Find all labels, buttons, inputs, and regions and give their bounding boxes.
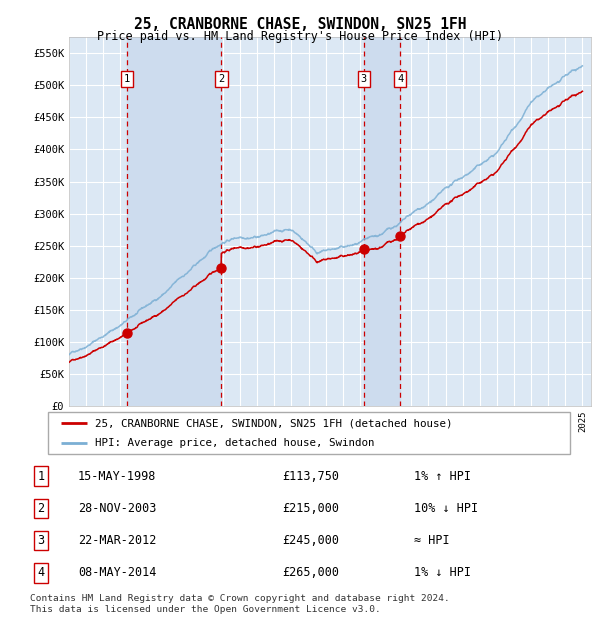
Text: 25, CRANBORNE CHASE, SWINDON, SN25 1FH: 25, CRANBORNE CHASE, SWINDON, SN25 1FH (134, 17, 466, 32)
Text: 22-MAR-2012: 22-MAR-2012 (78, 534, 157, 547)
Text: 2: 2 (37, 502, 44, 515)
Text: Price paid vs. HM Land Registry's House Price Index (HPI): Price paid vs. HM Land Registry's House … (97, 30, 503, 43)
Text: HPI: Average price, detached house, Swindon: HPI: Average price, detached house, Swin… (95, 438, 374, 448)
Text: 10% ↓ HPI: 10% ↓ HPI (414, 502, 478, 515)
Text: Contains HM Land Registry data © Crown copyright and database right 2024.
This d: Contains HM Land Registry data © Crown c… (30, 595, 450, 614)
Text: £265,000: £265,000 (282, 567, 339, 579)
Text: 1% ↑ HPI: 1% ↑ HPI (414, 470, 471, 482)
Text: 1: 1 (124, 74, 130, 84)
Text: 28-NOV-2003: 28-NOV-2003 (78, 502, 157, 515)
Text: ≈ HPI: ≈ HPI (414, 534, 449, 547)
Text: 1% ↓ HPI: 1% ↓ HPI (414, 567, 471, 579)
Text: £245,000: £245,000 (282, 534, 339, 547)
Bar (364, 37, 400, 406)
Text: 3: 3 (37, 534, 44, 547)
Text: 25, CRANBORNE CHASE, SWINDON, SN25 1FH (detached house): 25, CRANBORNE CHASE, SWINDON, SN25 1FH (… (95, 418, 452, 428)
Text: 08-MAY-2014: 08-MAY-2014 (78, 567, 157, 579)
Text: 4: 4 (37, 567, 44, 579)
Text: 15-MAY-1998: 15-MAY-1998 (78, 470, 157, 482)
Text: £113,750: £113,750 (282, 470, 339, 482)
Text: 3: 3 (361, 74, 367, 84)
Bar (127, 37, 221, 406)
Text: 1: 1 (37, 470, 44, 482)
Text: 4: 4 (397, 74, 403, 84)
Text: 2: 2 (218, 74, 224, 84)
Text: £215,000: £215,000 (282, 502, 339, 515)
